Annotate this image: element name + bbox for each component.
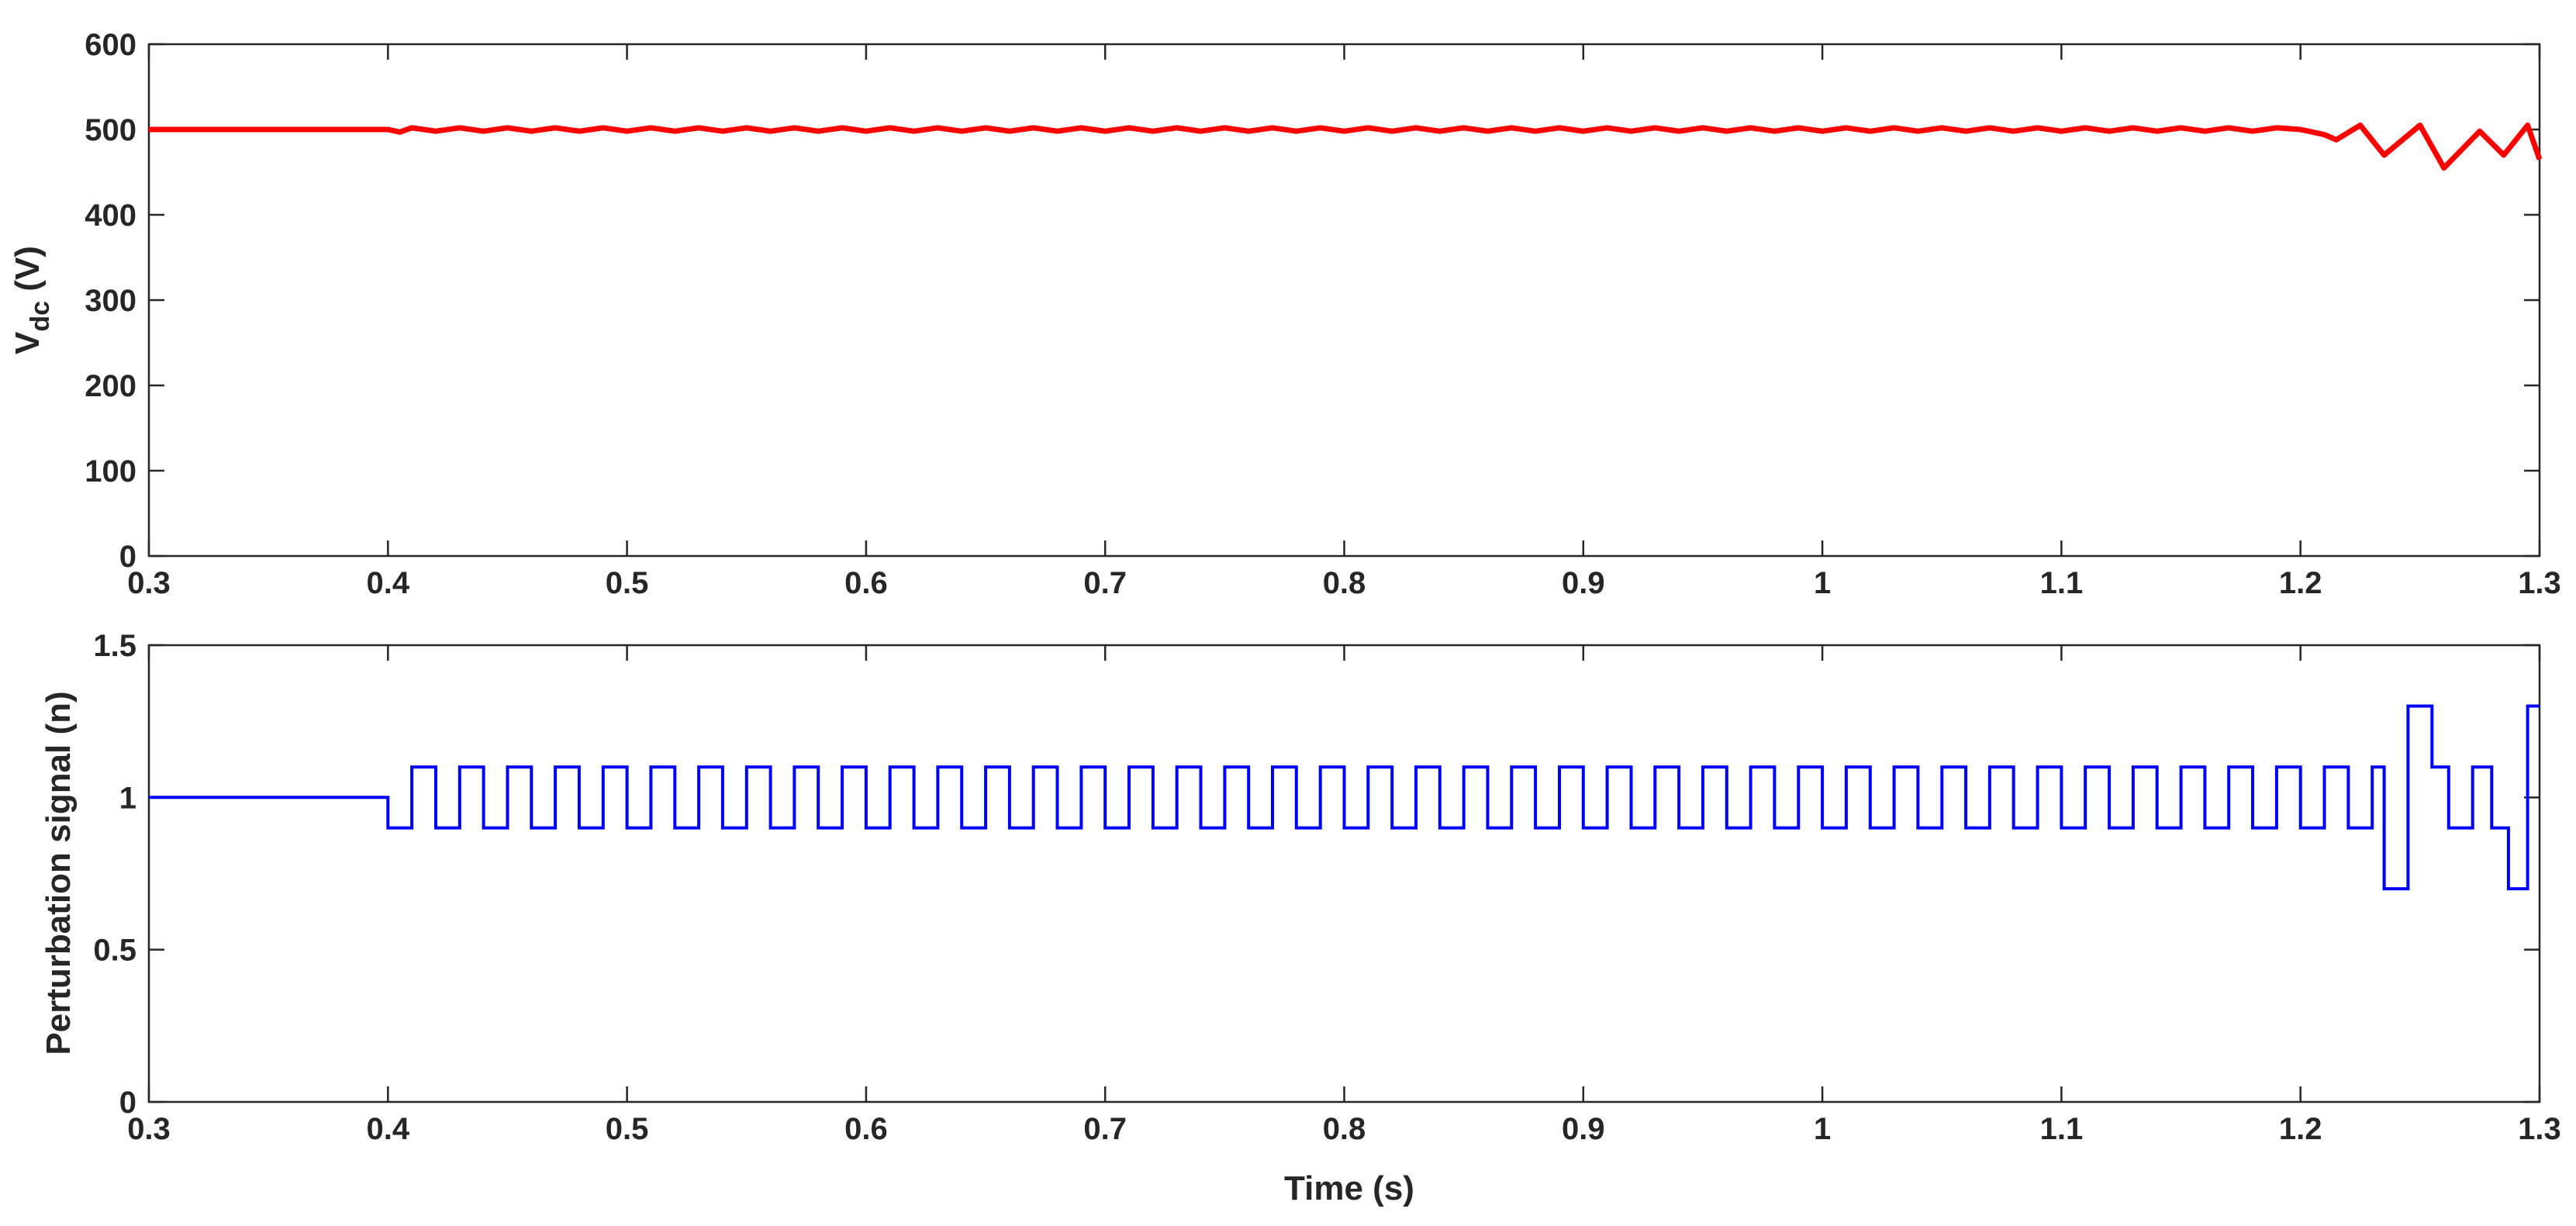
perturbation-y-tick-label: 1.5	[93, 629, 136, 663]
perturbation-x-tick-label: 1.2	[2279, 1112, 2322, 1146]
vdc-y-tick-label: 500	[85, 113, 136, 147]
perturbation-x-tick-label: 0.7	[1083, 1112, 1127, 1146]
vdc-x-tick-label: 1.1	[2040, 566, 2084, 600]
vdc-y-tick-label: 200	[85, 369, 136, 403]
perturbation-x-tick-label: 1	[1814, 1112, 1831, 1146]
perturbation-x-tick-label: 0.5	[606, 1112, 649, 1146]
perturbation-x-tick-label: 0.9	[1562, 1112, 1605, 1146]
vdc-y-axis-label: Vdc (V)	[9, 246, 55, 354]
vdc-x-tick-label: 0.7	[1083, 566, 1127, 600]
perturbation-x-tick-label: 0.3	[127, 1112, 171, 1146]
perturbation-x-tick-label: 0.8	[1323, 1112, 1366, 1146]
vdc-x-tick-label: 0.9	[1562, 566, 1605, 600]
perturbation-x-tick-label: 1.1	[2040, 1112, 2084, 1146]
perturbation-x-tick-label: 0.4	[366, 1112, 409, 1146]
vdc-plot-frame	[147, 43, 2541, 558]
vdc-x-tick-label: 0.6	[844, 566, 888, 600]
vdc-y-label-main: V	[9, 331, 47, 354]
vdc-series-line	[149, 123, 2543, 171]
vdc-y-label-unit: (V)	[9, 246, 47, 301]
vdc-y-tick-label: 600	[85, 28, 136, 62]
vdc-y-tick-label: 400	[85, 199, 136, 233]
vdc-y-tick-label: 0	[119, 540, 136, 574]
vdc-x-tick-label: 1.3	[2518, 566, 2561, 600]
vdc-y-tick-label: 300	[85, 284, 136, 318]
vdc-x-tick-label: 0.4	[366, 566, 409, 600]
perturbation-panel: 0.3 0.4 0.5 0.6 0.7 0.8 0.9 1 1.1 1.2 1.3 0 0.5 1 1.5…	[40, 629, 2561, 1207]
perturbation-plot-frame	[147, 644, 2541, 1103]
vdc-x-tick-label: 0.3	[127, 566, 171, 600]
perturbation-series-line	[149, 704, 2540, 891]
vdc-x-tick-label: 0.8	[1323, 566, 1366, 600]
vdc-y-ticks: 0 100 200 300 400 500 600	[85, 28, 2540, 574]
perturbation-y-tick-label: 0.5	[93, 934, 136, 968]
perturbation-y-tick-label: 1	[119, 781, 136, 815]
perturbation-x-tick-label: 1.3	[2518, 1112, 2561, 1146]
vdc-x-ticks: 0.3 0.4 0.5 0.6 0.7 0.8 0.9 1 1.1 1.2 1.3	[127, 44, 2561, 600]
perturbation-x-ticks: 0.3 0.4 0.5 0.6 0.7 0.8 0.9 1 1.1 1.2 1.3	[127, 645, 2561, 1146]
vdc-panel: 0.3 0.4 0.5 0.6 0.7 0.8 0.9 1 1.1 1.2 1.3 0 100 200 3…	[9, 28, 2561, 600]
vdc-x-tick-label: 1.2	[2279, 566, 2322, 600]
perturbation-x-tick-label: 0.6	[844, 1112, 888, 1146]
perturbation-y-tick-label: 0	[119, 1086, 136, 1120]
perturbation-y-axis-label: Perturbation signal (n)	[40, 691, 78, 1055]
vdc-x-tick-label: 0.5	[606, 566, 649, 600]
perturbation-y-ticks: 0 0.5 1 1.5	[93, 629, 2540, 1120]
vdc-y-label-sub: dc	[26, 301, 55, 332]
time-x-axis-label: Time (s)	[1284, 1169, 1414, 1207]
vdc-y-tick-label: 100	[85, 454, 136, 489]
vdc-x-tick-label: 1	[1814, 566, 1831, 600]
